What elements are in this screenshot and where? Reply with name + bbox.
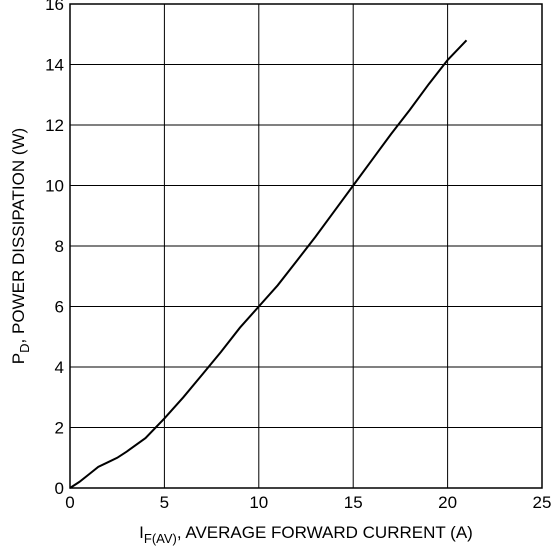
y-axis-label-main: P [9, 353, 28, 364]
x-axis-label-subscript: F(AV) [144, 531, 177, 546]
x-tick-label: 5 [160, 493, 169, 512]
y-tick-label: 12 [45, 116, 64, 135]
y-tick-label: 10 [45, 177, 64, 196]
y-tick-label: 14 [45, 56, 64, 75]
y-axis-label: PD, POWER DISSIPATION (W) [9, 128, 32, 364]
y-tick-label: 2 [55, 419, 64, 438]
x-axis-label-rest: , AVERAGE FORWARD CURRENT (A) [177, 523, 473, 542]
y-axis-label-subscript: D [17, 343, 32, 352]
x-axis-label-main: I [139, 523, 144, 542]
x-tick-label: 0 [65, 493, 74, 512]
x-tick-label: 25 [533, 493, 552, 512]
x-tick-label: 15 [344, 493, 363, 512]
y-tick-label: 0 [55, 479, 64, 498]
y-tick-label: 4 [55, 358, 64, 377]
y-tick-label: 8 [55, 237, 64, 256]
series-line [69, 39, 468, 489]
x-tick-label: 20 [438, 493, 457, 512]
y-tick-label: 6 [55, 298, 64, 317]
x-tick-label: 10 [249, 493, 268, 512]
y-axis-ticks: 0 2 4 6 8 10 12 14 16 [45, 0, 64, 498]
grid [69, 3, 543, 489]
x-axis-ticks: 0 5 10 15 20 25 [65, 493, 551, 512]
y-tick-label: 16 [45, 0, 64, 14]
x-axis-label: IF(AV), AVERAGE FORWARD CURRENT (A) [139, 523, 473, 546]
plot-frame [69, 3, 543, 489]
y-axis-label-rest: , POWER DISSIPATION (W) [9, 128, 28, 344]
